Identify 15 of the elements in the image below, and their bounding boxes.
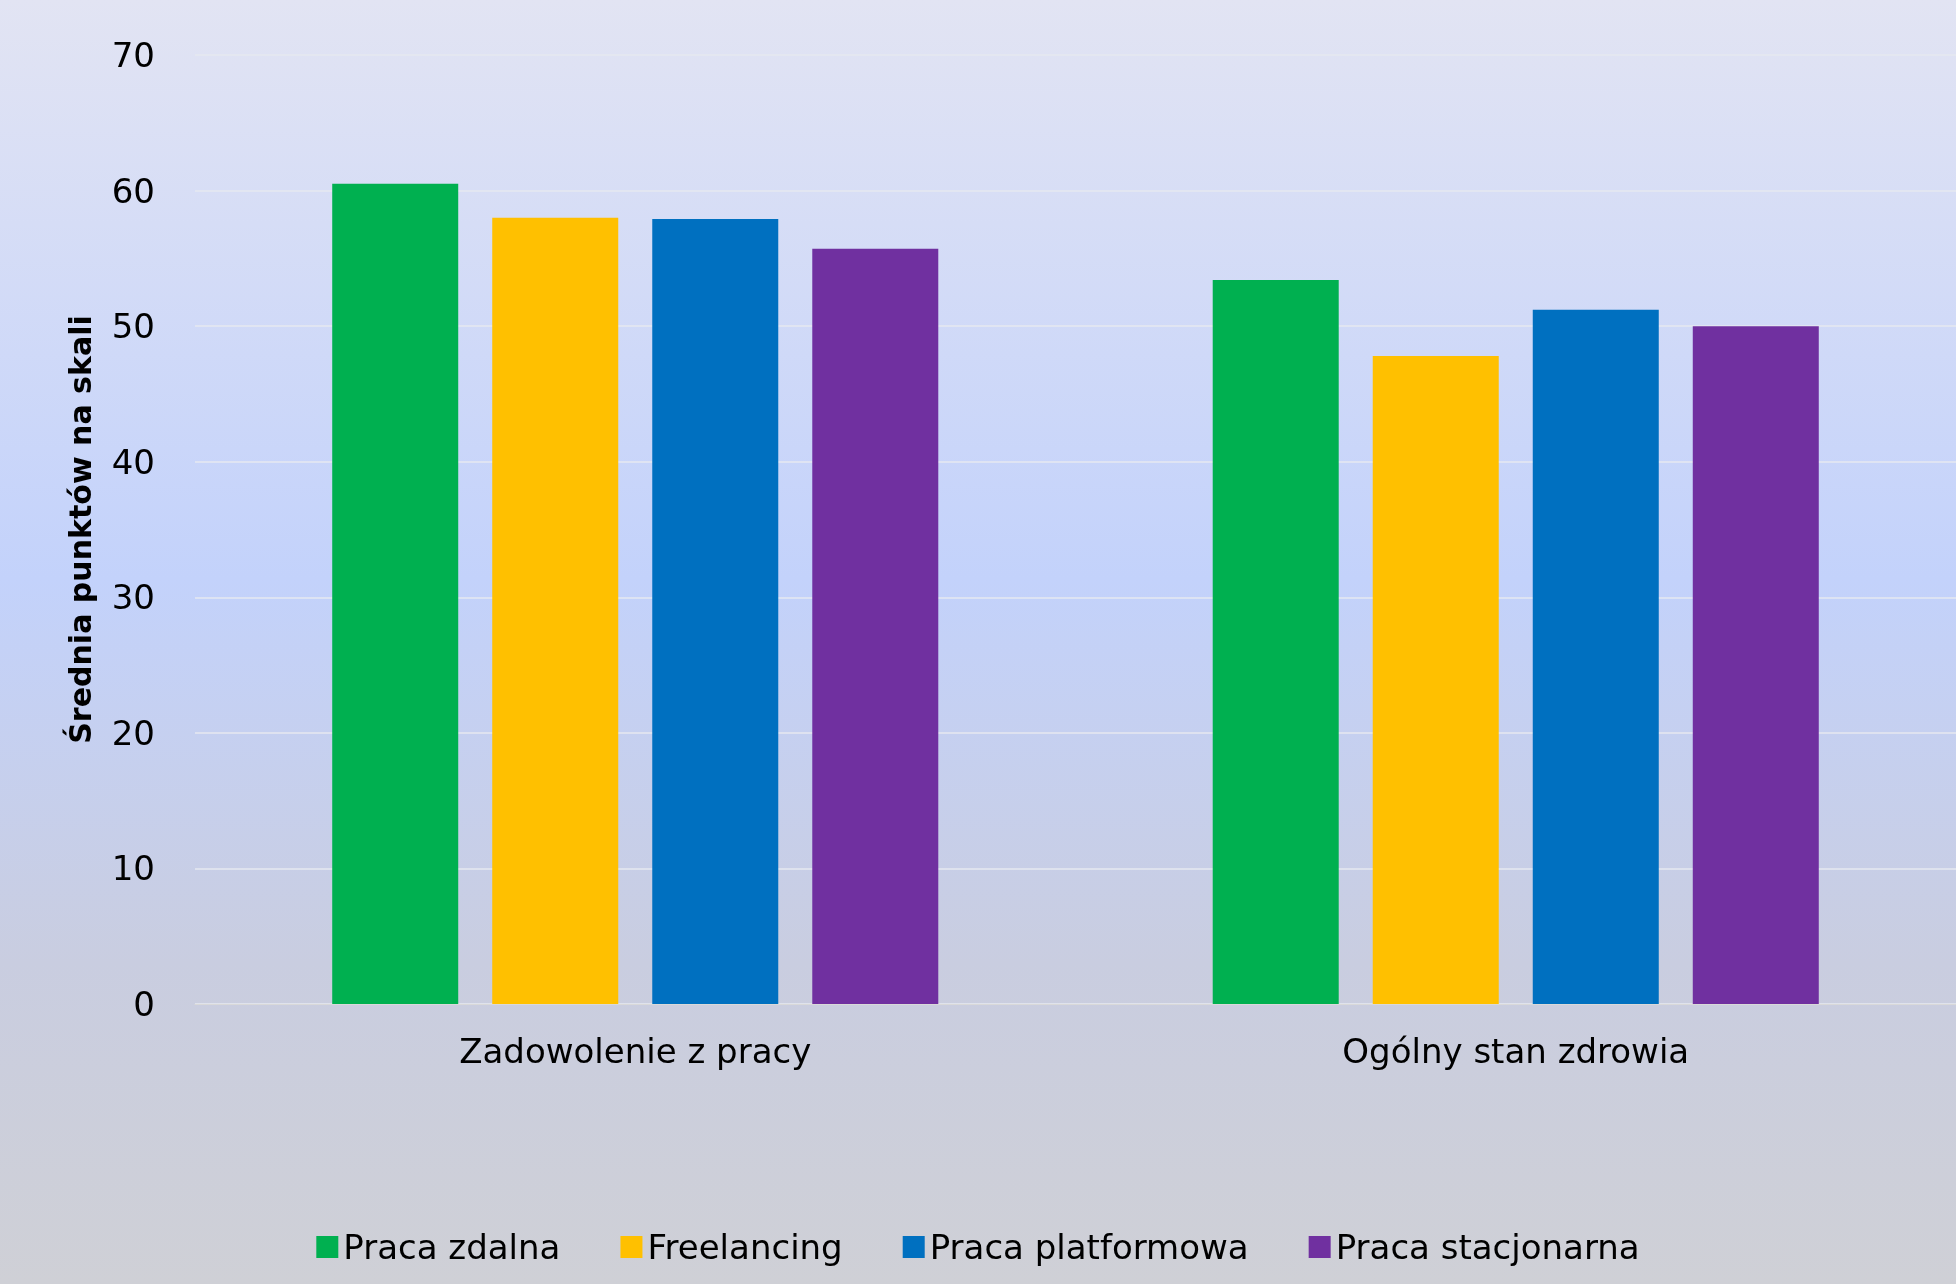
legend-label: Praca platformowa — [929, 1227, 1249, 1267]
y-tick-label: 60 — [111, 170, 155, 211]
x-tick-label: Zadowolenie z pracy — [459, 1031, 812, 1071]
y-tick-label: 40 — [111, 441, 155, 482]
y-tick-label: 50 — [111, 306, 155, 347]
legend-label: Praca stacjonarna — [1335, 1227, 1640, 1267]
y-tick-label: 70 — [111, 35, 155, 75]
x-tick-label: Ogólny stan zdrowia — [1342, 1031, 1690, 1071]
y-tick-label: 30 — [111, 577, 155, 618]
legend-label: Praca zdalna — [343, 1227, 561, 1267]
y-tick-label: 0 — [133, 984, 155, 1024]
legend-label: Freelancing — [647, 1227, 843, 1267]
y-axis-title: Średnia punktów na skali — [61, 315, 98, 744]
y-tick-label: 20 — [111, 712, 155, 753]
y-tick-label: 10 — [111, 848, 155, 889]
